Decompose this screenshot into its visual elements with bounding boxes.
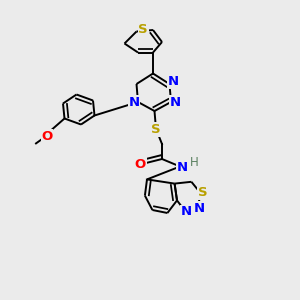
Text: H: H [190, 156, 199, 169]
Text: S: S [198, 186, 208, 200]
Text: N: N [181, 205, 192, 218]
Text: N: N [128, 96, 140, 109]
Text: S: S [138, 22, 148, 36]
Text: S: S [151, 123, 160, 136]
Text: N: N [169, 96, 181, 109]
Text: N: N [194, 202, 205, 215]
Text: N: N [177, 161, 188, 174]
Text: O: O [135, 158, 146, 171]
Text: N: N [168, 75, 179, 88]
Text: O: O [41, 130, 52, 143]
